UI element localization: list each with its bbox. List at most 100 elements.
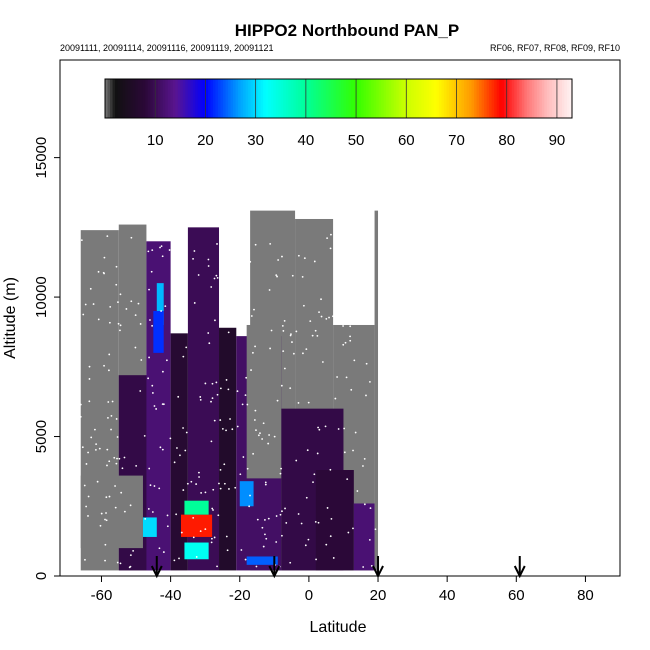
colorbar-swatch — [303, 79, 307, 118]
measurement-dot — [80, 239, 83, 242]
colorbar-swatch — [519, 79, 523, 118]
measurement-dot — [279, 472, 282, 475]
measurement-dot — [106, 235, 109, 237]
colorbar-swatch — [544, 79, 548, 118]
measurement-dot — [329, 468, 332, 471]
measurement-dot — [281, 255, 283, 258]
measurement-dot — [311, 334, 314, 337]
measurement-dot — [211, 537, 213, 540]
colorbar-swatch — [393, 79, 397, 118]
measurement-dot — [279, 513, 282, 516]
measurement-dot — [329, 247, 332, 250]
measurement-dot — [83, 484, 86, 487]
measurement-dot — [107, 416, 109, 419]
colorbar-swatch — [541, 79, 545, 118]
measurement-dot — [179, 454, 181, 457]
colorbar-tick-label: 60 — [398, 132, 415, 149]
colorbar-swatch — [280, 79, 284, 118]
measurement-dot — [315, 558, 317, 561]
measurement-dot — [199, 396, 202, 398]
measurement-dot — [110, 428, 112, 431]
colorbar-swatch — [489, 79, 493, 118]
measurement-dot — [330, 517, 333, 520]
colorbar-tick-label: 10 — [147, 132, 164, 149]
measurement-dot — [149, 484, 152, 487]
measurement-dot — [119, 329, 121, 332]
measurement-dot — [326, 507, 329, 509]
colorbar-swatch — [514, 79, 518, 118]
colorbar-swatch — [501, 79, 505, 118]
colorbar-swatch — [408, 79, 412, 118]
heatmap-cell — [153, 311, 164, 353]
colorbar-swatch — [496, 79, 500, 118]
measurement-dot — [137, 302, 140, 305]
measurement-dot — [129, 504, 132, 507]
measurement-dot — [168, 249, 171, 251]
measurement-dot — [97, 270, 100, 273]
measurement-dot — [281, 534, 283, 537]
measurement-dot — [259, 432, 261, 435]
colorbar-swatch — [438, 79, 443, 118]
colorbar-swatch — [300, 79, 304, 118]
measurement-dot — [264, 481, 267, 484]
measurement-dot — [302, 304, 305, 307]
measurement-dot — [108, 495, 111, 498]
measurement-dot — [363, 503, 366, 506]
measurement-dot — [114, 506, 117, 509]
colorbar-swatch — [441, 79, 445, 118]
x-tick-label: -40 — [160, 587, 182, 604]
measurement-dot — [320, 315, 323, 318]
measurement-dot — [114, 485, 116, 487]
heatmap-cell — [156, 283, 164, 325]
colorbar-swatch — [207, 79, 212, 118]
colorbar-swatch — [474, 79, 478, 118]
colorbar-swatch — [356, 79, 360, 118]
y-tick-label: 15000 — [33, 137, 50, 179]
measurement-dot — [147, 508, 150, 510]
measurement-dot — [234, 486, 237, 489]
measurement-dot — [317, 426, 320, 429]
measurement-dot — [161, 448, 164, 451]
measurement-dot — [207, 265, 210, 267]
measurement-dot — [347, 531, 350, 534]
colorbar-swatch — [459, 79, 463, 118]
measurement-dot — [159, 446, 162, 449]
heatmap-cell — [180, 514, 213, 537]
measurement-dot — [208, 342, 211, 345]
measurement-dot — [225, 429, 227, 432]
measurement-dot — [221, 427, 224, 430]
measurement-dot — [261, 526, 264, 529]
measurement-dot — [265, 537, 268, 540]
colorbar-swatch — [105, 79, 109, 118]
measurement-dot — [107, 401, 110, 403]
colorbar-swatch — [157, 79, 161, 118]
x-tick-label: 20 — [370, 587, 387, 604]
measurement-dot — [111, 400, 114, 403]
measurement-dot — [84, 303, 87, 306]
measurement-dot — [349, 339, 352, 342]
measurement-dot — [106, 464, 108, 467]
colorbar-swatch — [328, 79, 332, 118]
colorbar-swatch — [363, 79, 367, 118]
colorbar-swatch — [117, 79, 121, 118]
colorbar-swatch — [202, 79, 207, 118]
measurement-dot — [270, 329, 273, 332]
measurement-dot — [262, 422, 265, 425]
measurement-dot — [313, 473, 316, 476]
x-tick-label: 40 — [439, 587, 456, 604]
measurement-dot — [280, 467, 283, 470]
plot-border — [59, 59, 621, 577]
colorbar-swatch — [534, 79, 538, 118]
measurement-dot — [342, 343, 345, 346]
colorbar-swatch — [423, 79, 427, 118]
measurement-dot — [306, 449, 309, 452]
measurement-dot — [175, 513, 178, 516]
measurement-dot — [242, 456, 245, 458]
measurement-dot — [84, 558, 86, 561]
colorbar-swatch — [223, 79, 227, 118]
measurement-dot — [317, 521, 320, 524]
colorbar-swatch — [305, 79, 309, 118]
measurement-dot — [178, 557, 180, 560]
measurement-dot — [116, 436, 119, 438]
colorbar-swatch — [461, 79, 465, 118]
